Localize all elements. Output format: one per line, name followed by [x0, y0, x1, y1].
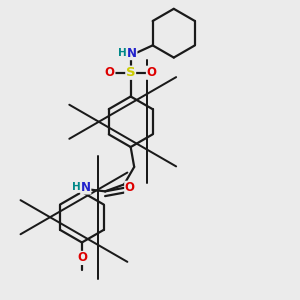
- Text: O: O: [77, 251, 87, 264]
- Text: O: O: [146, 66, 157, 79]
- Text: O: O: [105, 66, 115, 79]
- Text: H: H: [118, 48, 127, 58]
- Text: H: H: [72, 182, 81, 193]
- Text: N: N: [127, 46, 137, 60]
- Text: S: S: [126, 66, 136, 79]
- Text: O: O: [125, 181, 135, 194]
- Text: N: N: [81, 181, 91, 194]
